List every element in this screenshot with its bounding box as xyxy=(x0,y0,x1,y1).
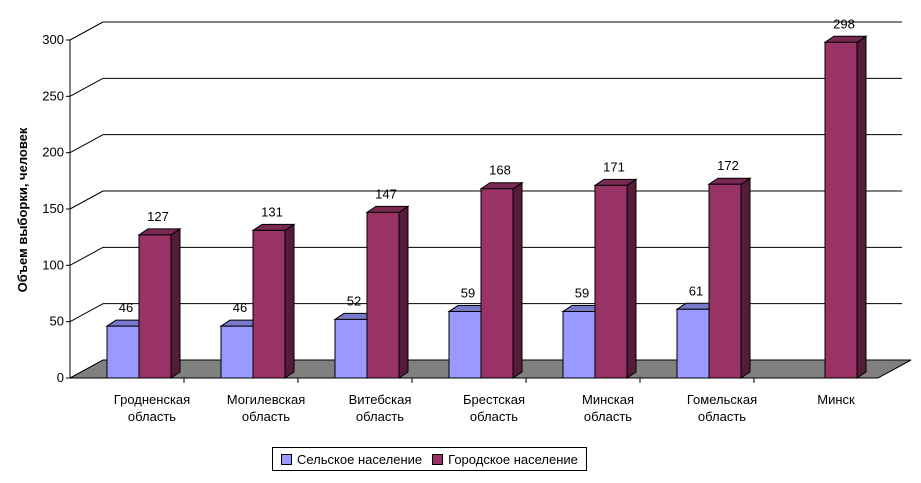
gridline-diag xyxy=(69,190,104,210)
y-tick-label: 300 xyxy=(42,32,64,47)
category-label: Брестская область xyxy=(463,392,525,424)
gridline-diag xyxy=(69,21,104,41)
data-label-rural: 46 xyxy=(233,300,247,315)
category-label: Могилевская область xyxy=(227,392,306,424)
data-label-urban: 168 xyxy=(489,163,511,178)
category-label: Минская область xyxy=(582,392,634,424)
gridline-diag xyxy=(69,246,104,266)
legend: Сельское население Городское население xyxy=(272,447,587,471)
legend-swatch-urban xyxy=(432,453,444,465)
bars xyxy=(105,35,868,379)
data-label-rural: 59 xyxy=(575,286,589,301)
data-label-urban: 298 xyxy=(833,16,855,31)
category-labels: Гродненская область Могилевская область Вите… xyxy=(114,378,855,424)
bar-urban xyxy=(593,178,638,379)
bar-urban xyxy=(479,181,524,379)
bar-urban xyxy=(707,177,752,379)
data-label-urban: 171 xyxy=(603,159,625,174)
data-label-urban: 172 xyxy=(717,158,739,173)
category-label: Гродненская область xyxy=(114,392,190,424)
legend-label-urban: Городское население xyxy=(448,451,578,467)
data-label-urban: 131 xyxy=(261,204,283,219)
bar-urban xyxy=(251,223,296,379)
legend-swatch-rural xyxy=(281,453,292,465)
y-tick-label: 200 xyxy=(42,145,64,160)
legend-label-rural: Сельское население xyxy=(297,451,423,467)
y-tick-label: 50 xyxy=(50,314,64,329)
y-axis-title: Объем выборки, человек xyxy=(15,127,30,292)
legend-item-urban: Городское население xyxy=(432,452,578,467)
category-label: Гомельская область xyxy=(687,392,757,424)
legend-item-rural: Сельское население xyxy=(281,452,422,467)
data-labels: 46 127 46 131 52 147 59 168 59 171 61 172 298 xyxy=(119,16,855,315)
data-label-rural: 52 xyxy=(347,293,361,308)
data-label-rural: 46 xyxy=(119,300,133,315)
gridline-diag xyxy=(69,303,104,323)
y-tick-label: 0 xyxy=(57,370,64,385)
y-tick-labels: 0 50 100 150 200 250 300 xyxy=(42,32,70,385)
data-label-urban: 127 xyxy=(147,209,169,224)
category-label: Минск xyxy=(817,392,855,407)
gridline-diag xyxy=(69,77,104,97)
data-label-rural: 61 xyxy=(689,283,703,298)
data-label-urban: 147 xyxy=(375,186,397,201)
gridline-diag xyxy=(69,134,104,154)
y-tick-label: 250 xyxy=(42,88,64,103)
category-label: Витебская область xyxy=(349,392,412,424)
y-tick-label: 100 xyxy=(42,257,64,272)
y-tick-label: 150 xyxy=(42,201,64,216)
bar-urban xyxy=(137,227,182,379)
bar-urban xyxy=(823,35,868,379)
bar-urban xyxy=(365,205,410,379)
data-label-rural: 59 xyxy=(461,286,475,301)
